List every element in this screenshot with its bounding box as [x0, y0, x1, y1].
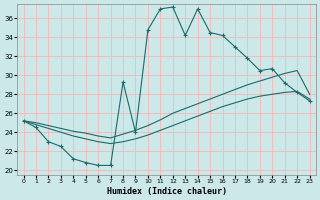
X-axis label: Humidex (Indice chaleur): Humidex (Indice chaleur)	[107, 187, 227, 196]
